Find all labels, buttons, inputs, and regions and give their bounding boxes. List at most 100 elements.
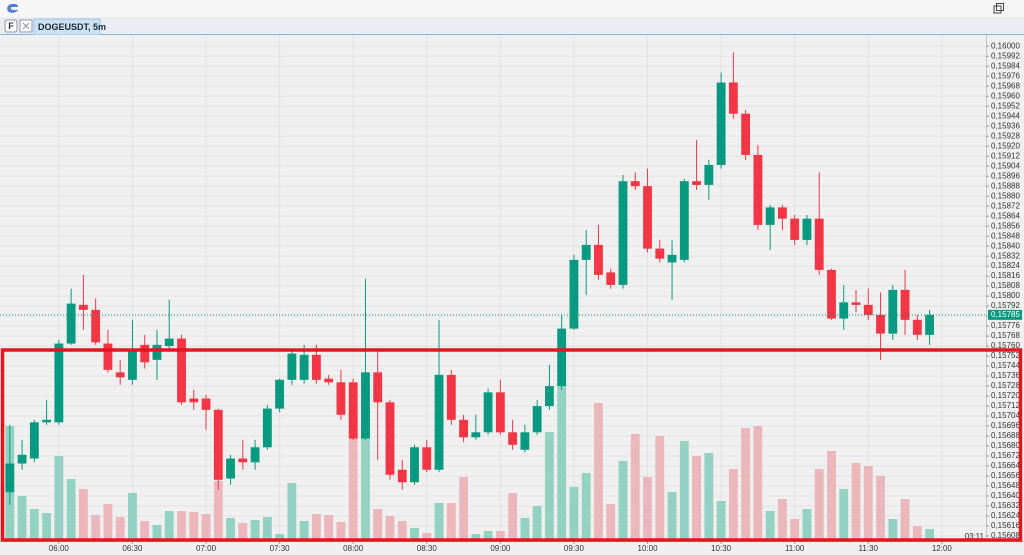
y-tick-label: 0,15728: [991, 381, 1020, 390]
volume-bar: [115, 517, 125, 541]
candle-body: [704, 164, 714, 185]
volume-bar: [471, 534, 481, 541]
candle-body: [471, 432, 481, 438]
volume-bar: [630, 434, 640, 541]
volume-bar: [692, 456, 701, 541]
candle-body: [925, 314, 935, 335]
candle-body: [606, 272, 616, 285]
app-logo[interactable]: [7, 3, 18, 13]
volume-bar: [226, 518, 235, 541]
volume-bar: [814, 469, 824, 541]
candle-body: [667, 254, 677, 263]
volume-bar: [336, 522, 346, 541]
volume-bar: [410, 528, 419, 541]
volume-bar: [900, 499, 910, 541]
volume-bar: [594, 403, 603, 541]
volume-bar: [238, 523, 248, 541]
y-tick-label: 0,15680: [991, 441, 1020, 450]
candle-body: [91, 309, 101, 343]
candle-body: [66, 303, 76, 344]
y-tick-label: 0,15920: [991, 141, 1020, 150]
y-tick-label: 0,15632: [991, 501, 1020, 510]
volume-bar: [581, 473, 591, 541]
volume-bar: [201, 514, 211, 541]
candle-body: [912, 319, 922, 335]
y-tick-label: 0,15880: [991, 191, 1020, 200]
x-tick-label: 10:30: [711, 544, 732, 553]
candle-body: [226, 458, 235, 479]
candle-body: [189, 398, 199, 403]
candle-body: [299, 354, 309, 380]
y-tick-label: 0,15928: [991, 131, 1020, 140]
candle-body: [201, 398, 211, 410]
candle-body: [324, 378, 334, 383]
volume-bar: [262, 517, 272, 541]
candle-body: [213, 409, 223, 480]
candle-body: [422, 447, 432, 470]
y-tick-label: 0,15952: [991, 101, 1020, 110]
y-tick-label: 0,15744: [991, 361, 1020, 370]
y-tick-label: 0,15840: [991, 241, 1020, 250]
tab-menu-label: F: [8, 21, 14, 31]
tab-menu-button[interactable]: [4, 19, 18, 33]
x-tick-label: 10:00: [638, 544, 659, 553]
candle-body: [5, 463, 15, 493]
candle-body: [152, 344, 162, 360]
candle-body: [765, 207, 775, 225]
y-tick-label: 0,15936: [991, 121, 1020, 130]
x-tick-label: 09:30: [564, 544, 585, 553]
volume-bar: [912, 526, 922, 541]
volume-bar: [483, 531, 493, 541]
x-tick-label: 06:00: [49, 544, 70, 553]
volume-bar: [508, 493, 518, 541]
volume-bar: [422, 533, 432, 541]
candle-body: [778, 207, 787, 219]
volume-bar: [667, 492, 677, 541]
x-tick-label: 09:00: [490, 544, 511, 553]
x-tick-label: 12:00: [932, 544, 953, 553]
volume-bar: [29, 509, 39, 541]
volume-bar: [765, 511, 775, 541]
volume-bar: [140, 521, 150, 541]
candle-body: [250, 447, 260, 463]
volume-bar: [655, 436, 665, 541]
candle-body: [495, 392, 505, 433]
volume-bar: [704, 453, 714, 541]
highlight-annotation: [0, 348, 1023, 542]
candle-body: [753, 154, 763, 225]
candle-body: [643, 186, 652, 249]
candle-body: [839, 302, 849, 319]
volume-bar: [863, 466, 873, 541]
volume-bar: [876, 476, 885, 541]
title-bar: [0, 0, 1024, 17]
y-tick-label: 0,15752: [991, 351, 1020, 360]
last-price-badge: [988, 309, 1022, 320]
volume-bar: [250, 520, 260, 541]
volume-bar: [778, 499, 787, 541]
volume-bar: [618, 461, 628, 541]
volume-bar: [287, 483, 297, 541]
bar-countdown: 03:11: [965, 532, 985, 541]
volume-bar: [827, 451, 836, 541]
x-tick-label: 08:30: [417, 544, 438, 553]
y-tick-label: 0,15704: [991, 411, 1020, 420]
volume-bar: [741, 428, 751, 541]
volume-bar: [839, 489, 849, 541]
y-tick-label: 0,15616: [991, 521, 1020, 530]
candle-body: [42, 419, 52, 423]
volume-bar: [557, 381, 567, 541]
y-tick-label: 0,16000: [991, 41, 1020, 50]
candle-body: [876, 314, 885, 334]
volume-bar: [164, 511, 174, 541]
chart-tab-label: DOGEUSDT, 5m: [38, 22, 106, 32]
y-tick-label: 0,15888: [991, 181, 1020, 190]
candle-body: [54, 343, 64, 423]
y-tick-label: 0,15648: [991, 481, 1020, 490]
x-tick-label: 11:30: [859, 544, 879, 553]
restore-button[interactable]: [993, 3, 1004, 14]
volume-bar: [532, 506, 542, 541]
axes: 0,160000,159920,159840,159760,159680,159…: [49, 41, 1021, 553]
x-tick-label: 11:00: [785, 544, 805, 553]
candle-body: [373, 372, 383, 403]
candle-body: [78, 304, 88, 310]
